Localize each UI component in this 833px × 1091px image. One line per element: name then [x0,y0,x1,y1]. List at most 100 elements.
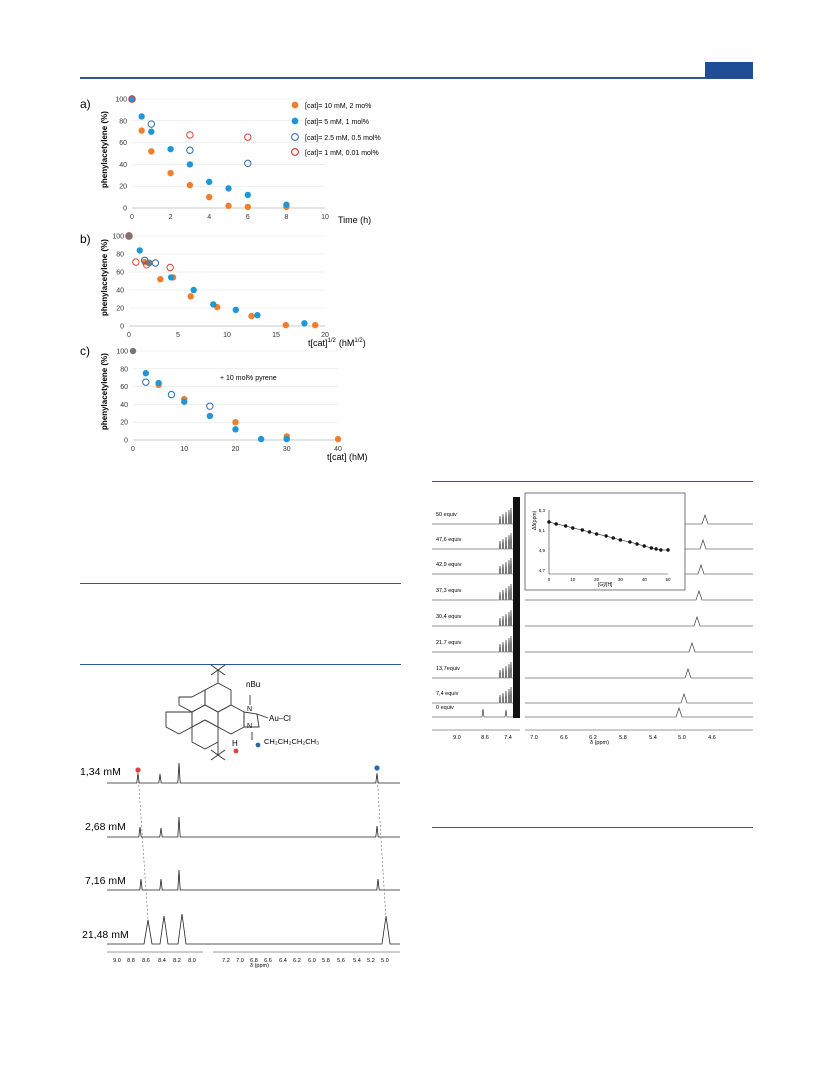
panel-a-point-series-0 [167,169,174,177]
peak-marker-red [135,767,141,773]
nmr-left-tick-label: 5.6 [337,958,345,964]
panel-c-xtick-label: 20 [232,446,240,453]
nmr-left-trace [107,913,400,945]
legend-marker-orange [291,101,299,109]
nmr-left-tick-label: 6.0 [308,958,316,964]
inset-point [547,520,551,524]
panel-a-ytick-label: 60 [119,140,127,147]
panel-a-ytick-label: 20 [119,184,127,191]
panel-c-ylabel: phenylacetylene (%) [100,353,109,430]
legend-entry-2: [cat]= 5 mM, 1 mol% [305,119,369,126]
nmr-right-label: 42,9 equiv [436,562,462,568]
legend-entry-1: [cat]= 10 mM, 2 mo% [305,103,371,110]
inset-point [635,542,639,546]
nmr-right-label: 21,7 equiv [436,640,462,646]
panel-a-point-series-0 [186,181,194,189]
structure-nbu: nBu [246,680,260,689]
inset-point [554,522,558,526]
inset-point [654,547,658,551]
nmr-right-trace-peak [525,616,753,627]
nmr-right-trace [432,708,520,718]
panel-c-ytick-label: 60 [120,384,128,391]
nmr-left-shift-guide [137,772,149,921]
nmr-left-shift-guide [376,772,387,921]
panel-a-label: a) [80,97,91,111]
panel-a-point-series-1 [148,128,155,135]
top-rule [80,77,753,79]
nmr-left-trace [107,869,400,891]
panel-c: 0 20 40 60 80 100 0 10 20 30 40 [116,347,342,453]
nmr-right-label: 30,4 equiv [436,614,462,620]
panel-c-point-series-1 [283,435,290,443]
nmr-left-axis-title: δ (ppm) [250,963,269,969]
panel-a-xtick-label: 10 [321,214,329,221]
panel-b-point-series-1 [254,312,261,319]
nmr-right-trace [432,661,520,679]
nmr-left-tick-label: 6.2 [293,958,301,964]
nmr-left-tick-label: 8.2 [173,958,181,964]
panel-a-point-series-0 [148,148,155,155]
inset-ytick-label: 5,1 [539,528,546,533]
panel-a-ytick-label: 100 [115,97,127,104]
nmr-right-trace-peak [525,707,753,718]
panel-b-xtick-label: 20 [321,332,329,339]
panel-c-point-series-3 [129,347,137,355]
panel-c-point-series-0 [232,419,239,426]
nmr-right-tick-label: 8.6 [481,735,489,741]
nmr-right-trace-peak [525,590,753,601]
inset-xtick-label: 30 [618,577,624,582]
nmr-right-label: 0 equiv [436,705,454,711]
peak-marker-blue [374,765,380,771]
inset-point [571,526,575,530]
nmr-right-tick-label: 5.8 [619,735,627,741]
nmr-right-trace [432,686,520,704]
panel-c-xtick-label: 40 [334,446,342,453]
panel-b-point-series-0 [157,276,164,283]
panel-c-point-series-1 [232,426,239,433]
inset-ytick-label: 4,7 [539,568,546,573]
panel-b-point-series-0 [187,293,194,300]
inset-point [580,528,585,532]
nmr-right-trace [432,583,520,601]
inset-point [563,524,568,528]
nmr-right-trace [432,507,520,525]
panel-a-point-series-1 [283,201,290,208]
nmr-left-tick-label: 6.4 [279,958,287,964]
panel-a-point-series-2 [186,146,194,154]
inset-ytick-label: 5,3 [539,508,546,513]
panel-a-point-series-1 [167,145,174,153]
nmr-right-solvent-peak [513,497,520,718]
nmr-left-tick-label: 7.0 [236,958,244,964]
panel-a-xlabel: Time (h) [338,215,371,225]
panel-b-point-series-3 [166,263,174,272]
inset-ylabel: Δδ(ppm) [532,510,538,530]
nmr-right-label: 13,7equiv [436,666,460,672]
panel-a-point-series-1 [244,191,251,199]
panel-a-point-series-1 [225,185,232,192]
structure-h: H [232,739,238,748]
nmr-right-tick-label: 7.0 [530,735,538,741]
panel-b-point-series-0 [282,321,289,329]
panel-c-point-series-1 [257,435,265,443]
panel-b-xtick-label: 5 [176,332,180,339]
nmr-left-tick-label: 7.2 [222,958,230,964]
panel-a-ytick-label: 40 [119,162,127,169]
panel-b-ytick-label: 60 [116,270,124,277]
panel-a-xtick-label: 4 [207,214,211,221]
nmr-right-axis: 9.0 8.6 7.4 7.0 6.6 6.2 5.8 5.4 5.0 4.6 [432,729,753,741]
panel-b-ytick-label: 80 [116,252,124,259]
panel-c-point-series-0 [334,435,342,443]
nmr-right-tick-label: 5.0 [678,735,686,741]
rule-right-1 [432,481,753,482]
nmr-left-axis: 9.0 8.8 8.6 8.4 8.2 8.0 7.2 7.0 6.8 6.6 6.4 6.2 6.0 5… [107,951,400,964]
panel-b-point-series-1 [136,247,143,254]
panel-a-ytick-label: 80 [119,118,127,125]
nmr-left-tick-label: 6.6 [264,958,272,964]
nmr-left-tick-label: 9.0 [113,958,121,964]
inset-point [611,536,615,540]
panel-a-point-series-3 [128,95,136,103]
panel-a-point-series-1 [128,95,136,103]
panel-b-point-series-0 [312,321,319,329]
